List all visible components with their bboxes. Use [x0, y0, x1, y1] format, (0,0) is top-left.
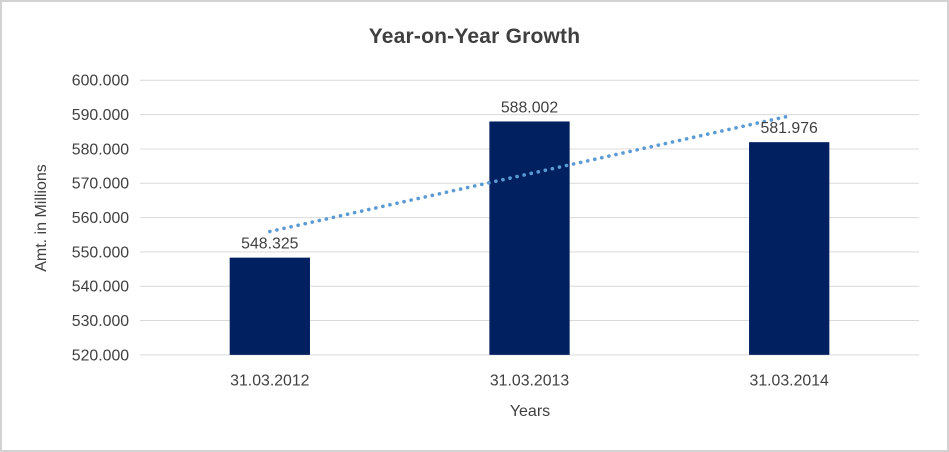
x-tick-label: 31.03.2013	[490, 373, 569, 390]
bar-data-label: 548.325	[241, 236, 298, 253]
trendline	[268, 114, 791, 234]
x-axis-title: Years	[509, 403, 551, 420]
y-tick-label: 560.000	[72, 210, 129, 227]
bar-data-label: 581.976	[761, 120, 818, 137]
y-tick-label: 520.000	[72, 347, 129, 364]
bar-data-label: 588.002	[501, 100, 558, 117]
y-tick-label: 590.000	[72, 107, 129, 124]
y-tick-label: 600.000	[72, 73, 129, 90]
x-tick-label: 31.03.2012	[230, 373, 309, 390]
y-tick-label: 550.000	[72, 244, 129, 261]
chart-title: Year-on-Year Growth	[368, 25, 581, 48]
y-tick-label: 570.000	[72, 176, 129, 193]
bar	[489, 121, 570, 355]
x-tick-label: 31.03.2014	[750, 373, 829, 390]
y-tick-label: 540.000	[72, 279, 129, 296]
y-tick-label: 530.000	[72, 313, 129, 330]
bar	[229, 257, 310, 355]
bar	[749, 142, 830, 355]
y-tick-label: 580.000	[72, 141, 129, 158]
